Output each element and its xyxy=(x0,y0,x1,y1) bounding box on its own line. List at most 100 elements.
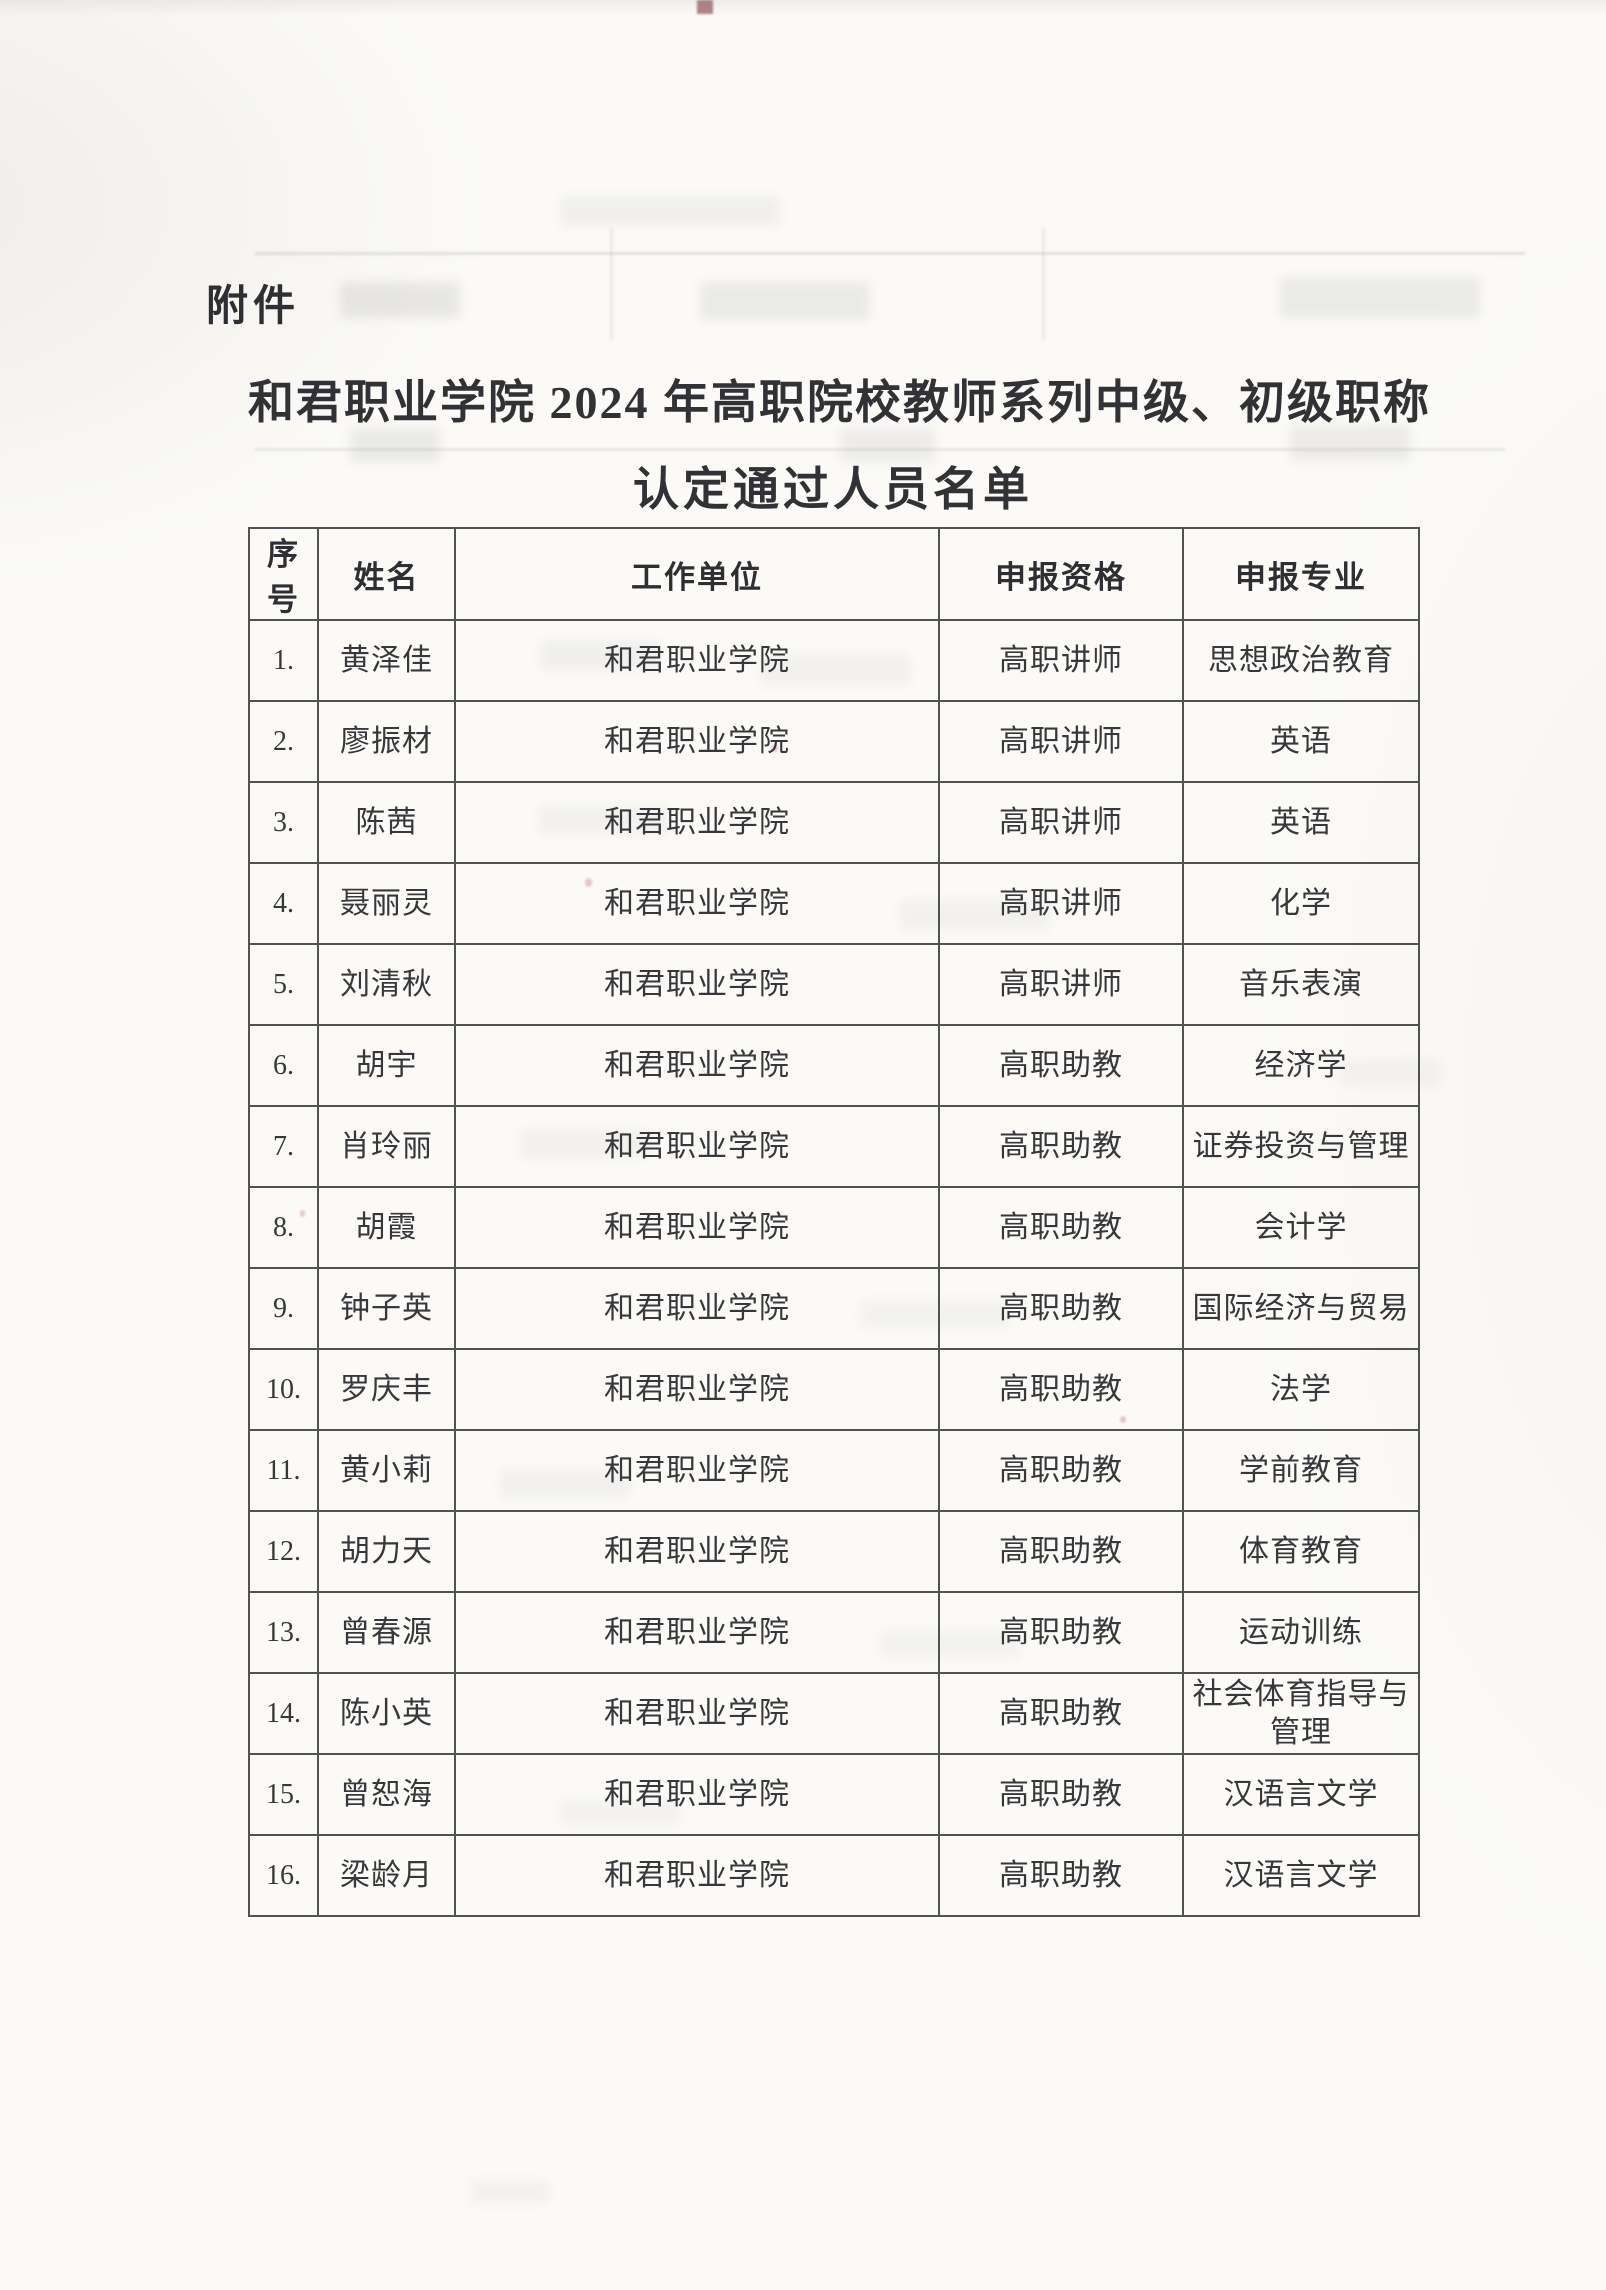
table-row: 16. 梁龄月 和君职业学院 高职助教 汉语言文学 xyxy=(248,1834,1420,1917)
cell-major: 经济学 xyxy=(1182,1024,1420,1107)
cell-name: 肖玲丽 xyxy=(317,1105,456,1188)
cell-index: 8. xyxy=(248,1186,319,1269)
cell-name: 胡宇 xyxy=(317,1024,456,1107)
cell-index: 13. xyxy=(248,1591,319,1674)
cell-index: 2. xyxy=(248,700,319,783)
cell-qualification: 高职助教 xyxy=(938,1510,1184,1593)
cell-index: 10. xyxy=(248,1348,319,1431)
table-row: 7. 肖玲丽 和君职业学院 高职助教 证券投资与管理 xyxy=(248,1105,1420,1188)
cell-index: 4. xyxy=(248,862,319,945)
cell-unit: 和君职业学院 xyxy=(454,1348,940,1431)
cell-index: 3. xyxy=(248,781,319,864)
cell-name: 钟子英 xyxy=(317,1267,456,1350)
cell-index: 9. xyxy=(248,1267,319,1350)
cell-index: 14. xyxy=(248,1672,319,1755)
cell-unit: 和君职业学院 xyxy=(454,619,940,702)
cell-name: 曾恕海 xyxy=(317,1753,456,1836)
col-header-qualification: 申报资格 xyxy=(938,527,1184,621)
cell-unit: 和君职业学院 xyxy=(454,1429,940,1512)
cell-qualification: 高职助教 xyxy=(938,1672,1184,1755)
table-row: 9. 钟子英 和君职业学院 高职助教 国际经济与贸易 xyxy=(248,1267,1420,1350)
cell-unit: 和君职业学院 xyxy=(454,862,940,945)
cell-index: 16. xyxy=(248,1834,319,1917)
cell-name: 黄小莉 xyxy=(317,1429,456,1512)
bleedthrough-artifact xyxy=(560,196,780,226)
cell-name: 梁龄月 xyxy=(317,1834,456,1917)
cell-unit: 和君职业学院 xyxy=(454,1834,940,1917)
cell-major: 化学 xyxy=(1182,862,1420,945)
cell-major: 思想政治教育 xyxy=(1182,619,1420,702)
scan-artifact xyxy=(697,0,713,14)
cell-qualification: 高职助教 xyxy=(938,1105,1184,1188)
cell-major: 学前教育 xyxy=(1182,1429,1420,1512)
bleedthrough-artifact xyxy=(610,228,613,340)
cell-unit: 和君职业学院 xyxy=(454,1267,940,1350)
document-title-line2: 认定通过人员名单 xyxy=(633,464,1033,515)
bleedthrough-artifact xyxy=(470,2180,550,2204)
cell-qualification: 高职助教 xyxy=(938,1834,1184,1917)
cell-index: 6. xyxy=(248,1024,319,1107)
cell-index: 5. xyxy=(248,943,319,1026)
cell-qualification: 高职助教 xyxy=(938,1024,1184,1107)
cell-index: 11. xyxy=(248,1429,319,1512)
cell-major: 运动训练 xyxy=(1182,1591,1420,1674)
table-row: 6. 胡宇 和君职业学院 高职助教 经济学 xyxy=(248,1024,1420,1107)
cell-index: 12. xyxy=(248,1510,319,1593)
table-row: 3. 陈茜 和君职业学院 高职讲师 英语 xyxy=(248,781,1420,864)
bleedthrough-artifact xyxy=(255,448,1505,451)
cell-major: 证券投资与管理 xyxy=(1182,1105,1420,1188)
table-row: 2. 廖振材 和君职业学院 高职讲师 英语 xyxy=(248,700,1420,783)
cell-unit: 和君职业学院 xyxy=(454,1672,940,1755)
table-row: 14. 陈小英 和君职业学院 高职助教 社会体育指导与管理 xyxy=(248,1672,1420,1755)
col-header-major: 申报专业 xyxy=(1182,527,1420,621)
cell-major: 法学 xyxy=(1182,1348,1420,1431)
bleedthrough-artifact xyxy=(1042,228,1045,340)
cell-unit: 和君职业学院 xyxy=(454,1753,940,1836)
cell-major: 国际经济与贸易 xyxy=(1182,1267,1420,1350)
bleedthrough-artifact xyxy=(1280,278,1480,318)
cell-name: 黄泽佳 xyxy=(317,619,456,702)
table-row: 15. 曾恕海 和君职业学院 高职助教 汉语言文学 xyxy=(248,1753,1420,1836)
cell-name: 陈小英 xyxy=(317,1672,456,1755)
table-row: 8. 胡霞 和君职业学院 高职助教 会计学 xyxy=(248,1186,1420,1269)
table-row: 10. 罗庆丰 和君职业学院 高职助教 法学 xyxy=(248,1348,1420,1431)
cell-unit: 和君职业学院 xyxy=(454,1024,940,1107)
col-header-index: 序号 xyxy=(248,527,319,621)
cell-qualification: 高职助教 xyxy=(938,1591,1184,1674)
cell-major: 体育教育 xyxy=(1182,1510,1420,1593)
cell-qualification: 高职讲师 xyxy=(938,700,1184,783)
cell-qualification: 高职助教 xyxy=(938,1753,1184,1836)
cell-qualification: 高职讲师 xyxy=(938,781,1184,864)
bleedthrough-artifact xyxy=(340,282,460,318)
cell-unit: 和君职业学院 xyxy=(454,1105,940,1188)
cell-qualification: 高职助教 xyxy=(938,1267,1184,1350)
table-row: 11. 黄小莉 和君职业学院 高职助教 学前教育 xyxy=(248,1429,1420,1512)
cell-index: 1. xyxy=(248,619,319,702)
table-row: 13. 曾春源 和君职业学院 高职助教 运动训练 xyxy=(248,1591,1420,1674)
cell-qualification: 高职讲师 xyxy=(938,619,1184,702)
cell-unit: 和君职业学院 xyxy=(454,1591,940,1674)
table-row: 12. 胡力天 和君职业学院 高职助教 体育教育 xyxy=(248,1510,1420,1593)
document-title-line1: 和君职业学院 2024 年高职院校教师系列中级、初级职称 xyxy=(248,377,1431,428)
cell-name: 胡力天 xyxy=(317,1510,456,1593)
bleedthrough-artifact xyxy=(1290,425,1410,461)
cell-qualification: 高职讲师 xyxy=(938,943,1184,1026)
cell-unit: 和君职业学院 xyxy=(454,1510,940,1593)
col-header-name: 姓名 xyxy=(317,527,456,621)
cell-name: 罗庆丰 xyxy=(317,1348,456,1431)
cell-qualification: 高职助教 xyxy=(938,1186,1184,1269)
table-header-row: 序号 姓名 工作单位 申报资格 申报专业 xyxy=(248,527,1420,621)
bleedthrough-artifact xyxy=(840,428,935,462)
certification-table: 序号 姓名 工作单位 申报资格 申报专业 1. 黄泽佳 和君职业学院 高职讲师 … xyxy=(248,527,1420,1917)
cell-major: 英语 xyxy=(1182,700,1420,783)
cell-qualification: 高职助教 xyxy=(938,1429,1184,1512)
cell-index: 15. xyxy=(248,1753,319,1836)
cell-unit: 和君职业学院 xyxy=(454,700,940,783)
cell-name: 聂丽灵 xyxy=(317,862,456,945)
attachment-label: 附件 xyxy=(206,282,301,329)
bleedthrough-artifact xyxy=(255,252,1525,255)
cell-index: 7. xyxy=(248,1105,319,1188)
cell-major: 音乐表演 xyxy=(1182,943,1420,1026)
cell-major: 英语 xyxy=(1182,781,1420,864)
